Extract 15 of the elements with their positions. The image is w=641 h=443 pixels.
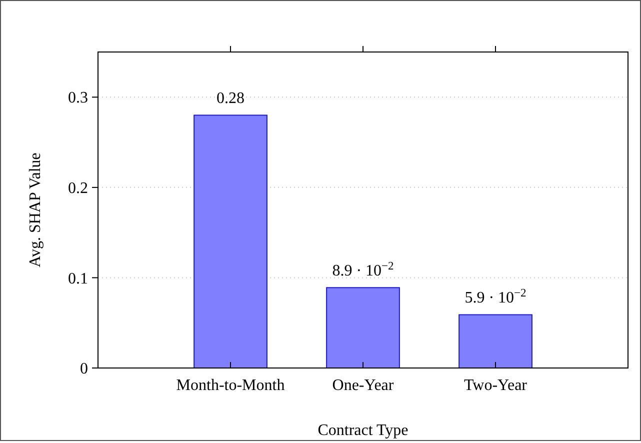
data-label: 0.28 [216, 90, 244, 108]
x-tick-label: Two-Year [464, 377, 528, 394]
bar [458, 314, 532, 368]
y-tick-label: 0.3 [68, 90, 88, 107]
x-tick-label: One-Year [332, 377, 394, 394]
data-label: 8.9 · 10$^{−2}$ [332, 260, 394, 280]
bar [326, 287, 400, 368]
data-label: 5.9 · 10$^{−2}$ [464, 288, 527, 307]
y-tick-label: 0.1 [68, 270, 88, 288]
bar [194, 114, 268, 368]
y-tick-label: 0.2 [68, 180, 88, 198]
x-tick-label: Month-to-Month [176, 377, 285, 394]
x-axis-title: Contract Type [318, 422, 408, 439]
y-axis-title: Avg. SHAP Value [27, 152, 44, 268]
y-tick-label: 0 [80, 360, 88, 378]
